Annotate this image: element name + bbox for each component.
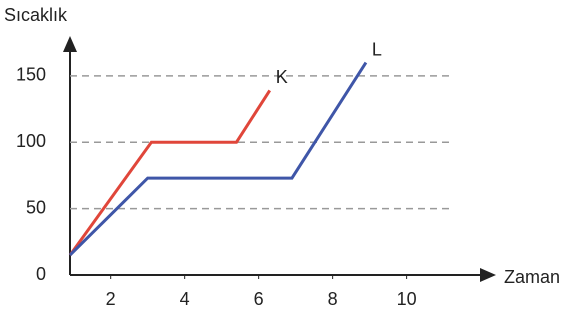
x-axis-label: Zaman (504, 267, 560, 287)
x-axis-arrow (480, 268, 496, 282)
x-tick-label: 2 (106, 289, 116, 309)
series-line (70, 63, 366, 256)
y-tick-label: 100 (16, 131, 46, 151)
y-axis-label: Sıcaklık (4, 5, 68, 25)
y-tick-label: 150 (16, 65, 46, 85)
x-tick-label: 8 (328, 289, 338, 309)
y-axis-arrow (63, 36, 77, 52)
x-tick-label: 10 (397, 289, 417, 309)
series-line (70, 90, 270, 255)
page: Sıcaklık Zaman 050100150246810KL (() => … (0, 0, 580, 318)
x-tick-label: 4 (180, 289, 190, 309)
series-label: L (372, 39, 382, 59)
chart: Sıcaklık Zaman 0 50 100 150 2 4 6 8 10 K L (0, 0, 580, 318)
x-tick-label: 6 (254, 289, 264, 309)
y-tick-label: 0 (36, 264, 46, 284)
series-label: K (276, 67, 288, 87)
y-tick-label: 50 (26, 197, 46, 217)
